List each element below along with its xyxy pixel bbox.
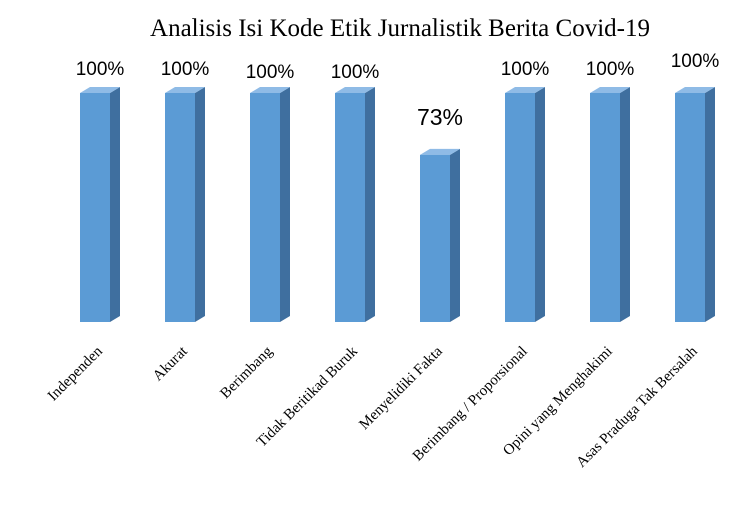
bar-6 [505,87,545,322]
chart-title: Analisis Isi Kode Etik Jurnalistik Berit… [150,15,650,42]
data-label-4: 100% [331,62,380,83]
bar-side [535,87,545,322]
data-label-3: 100% [246,62,295,83]
bar-top [590,87,630,93]
x-tick-label-3: Berimbang [217,343,276,402]
bar-front [80,93,110,322]
bar-side [365,87,375,322]
bar-side [620,87,630,322]
bar-side [280,87,290,322]
bar-top [675,87,715,93]
bar-front [420,154,450,322]
data-label-5: 73% [417,104,463,130]
bar-top [335,87,375,93]
bar-side [110,87,120,322]
bar-top [505,87,545,93]
bar-front [335,93,365,322]
bar-top [80,87,120,93]
bar-top [165,87,205,93]
data-label-7: 100% [586,59,635,80]
x-tick-label-5: Menyelidiki Fakta [356,343,446,433]
data-label-2: 100% [161,59,210,80]
bar-7 [590,87,630,322]
bar-8 [675,87,715,322]
x-tick-label-1: Independen [45,343,106,404]
bar-front [590,93,620,322]
bar-2 [165,87,205,322]
bar-top [420,148,460,155]
bar-front [165,93,195,322]
bars-group [80,87,715,322]
bar-side [450,148,460,322]
bar-top [250,87,290,93]
bar-5 [420,148,460,322]
bar-front [505,93,535,322]
bar-side [195,87,205,322]
data-labels-group: 100% 100% 100% 100% 73% 100% 100% 100% [76,51,720,130]
bar-front [250,93,280,322]
bar-side [705,87,715,322]
bar-1 [80,87,120,322]
x-tick-label-2: Akurat [150,343,191,384]
data-label-1: 100% [76,59,125,80]
data-label-6: 100% [501,59,550,80]
bar-front [675,93,705,322]
bar-3 [250,87,290,322]
data-label-8: 100% [671,51,720,72]
bar-4 [335,87,375,322]
